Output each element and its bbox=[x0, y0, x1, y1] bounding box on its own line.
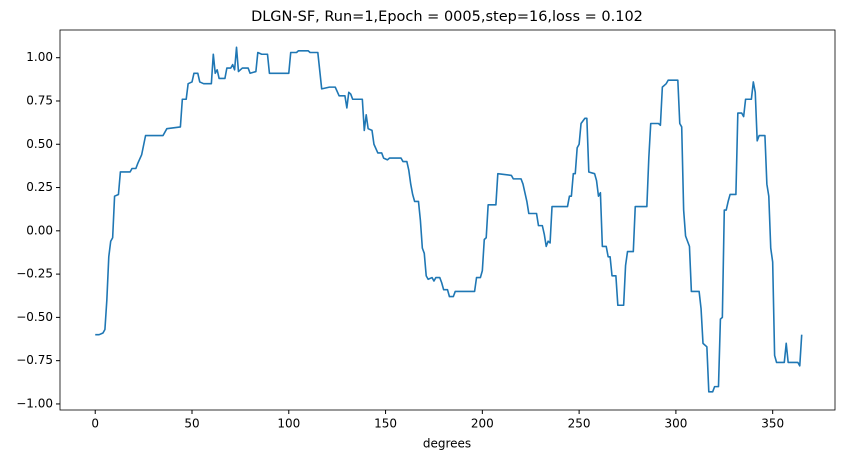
x-tick-label: 50 bbox=[184, 417, 199, 431]
y-tick-label: 0.25 bbox=[26, 180, 53, 194]
x-tick-label: 150 bbox=[374, 417, 397, 431]
chart-title: DLGN-SF, Run=1,Epoch = 0005,step=16,loss… bbox=[251, 9, 643, 25]
x-tick-label: 200 bbox=[471, 417, 494, 431]
y-tick-label: 0.75 bbox=[26, 93, 53, 107]
y-tick-label: 0.00 bbox=[26, 223, 53, 237]
y-tick-label: −1.00 bbox=[16, 396, 53, 410]
x-tick-label: 300 bbox=[664, 417, 687, 431]
x-tick-label: 250 bbox=[568, 417, 591, 431]
y-tick-label: 0.50 bbox=[26, 137, 53, 151]
x-tick-label: 100 bbox=[277, 417, 300, 431]
data-line bbox=[95, 46, 803, 393]
x-tick-label: 350 bbox=[761, 417, 784, 431]
x-tick-label: 0 bbox=[91, 417, 99, 431]
y-tick-label: 1.00 bbox=[26, 50, 53, 64]
y-tick-label: −0.25 bbox=[16, 267, 53, 281]
y-tick-label: −0.75 bbox=[16, 353, 53, 367]
y-tick-label: −0.50 bbox=[16, 310, 53, 324]
x-axis-label: degrees bbox=[423, 437, 471, 451]
plot-frame bbox=[59, 29, 836, 411]
